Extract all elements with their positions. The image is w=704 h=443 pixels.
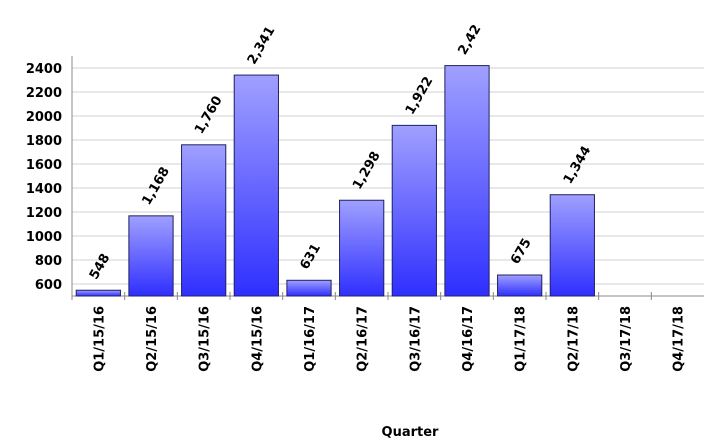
value-label: 1,344 — [561, 144, 595, 187]
x-tick-label: Q4/17/18 — [672, 306, 687, 372]
bar — [497, 274, 543, 297]
value-label: 2,42 — [455, 22, 484, 57]
x-tick-label: Q4/16/17 — [461, 306, 476, 372]
y-tick-label: 2400 — [26, 62, 62, 77]
y-tick-label: 1200 — [26, 206, 62, 221]
x-tick-label: Q3/17/18 — [619, 306, 634, 372]
value-label: 2,341 — [245, 24, 279, 67]
y-tick-label: 1800 — [26, 134, 62, 149]
bar — [233, 74, 279, 297]
bar — [339, 199, 385, 297]
value-label: 1,298 — [350, 149, 384, 192]
value-label: 1,760 — [192, 94, 226, 137]
bar — [286, 279, 332, 297]
value-label: 1,922 — [403, 74, 437, 117]
y-tick-label: 600 — [35, 278, 62, 293]
value-label: 631 — [297, 241, 324, 272]
y-tick-label: 800 — [35, 254, 62, 269]
bar — [128, 215, 174, 297]
y-tick-label: 1000 — [26, 230, 62, 245]
value-label: 548 — [87, 251, 114, 282]
x-tick-label: Q1/16/17 — [303, 306, 318, 372]
y-tick-label: 1600 — [26, 158, 62, 173]
bar — [444, 65, 490, 297]
x-tick-label: Q3/15/16 — [198, 306, 213, 372]
x-tick-label: Q2/17/18 — [566, 306, 581, 372]
x-tick-label: Q1/17/18 — [514, 306, 529, 372]
value-label: 675 — [508, 236, 535, 267]
y-tick-label: 2000 — [26, 110, 62, 125]
value-label: 1,168 — [139, 165, 173, 208]
bar — [549, 194, 595, 297]
y-tick-label: 2200 — [26, 86, 62, 101]
bar — [391, 124, 437, 297]
x-axis-title: Quarter — [382, 425, 440, 440]
bar — [75, 289, 121, 297]
x-tick-label: Q2/16/17 — [356, 306, 371, 372]
x-tick-label: Q4/15/16 — [250, 306, 265, 372]
x-tick-label: Q3/16/17 — [408, 306, 423, 372]
x-tick-label: Q1/15/16 — [92, 306, 107, 372]
bar — [181, 144, 227, 297]
x-tick-label: Q2/15/16 — [145, 306, 160, 372]
y-tick-label: 1400 — [26, 182, 62, 197]
